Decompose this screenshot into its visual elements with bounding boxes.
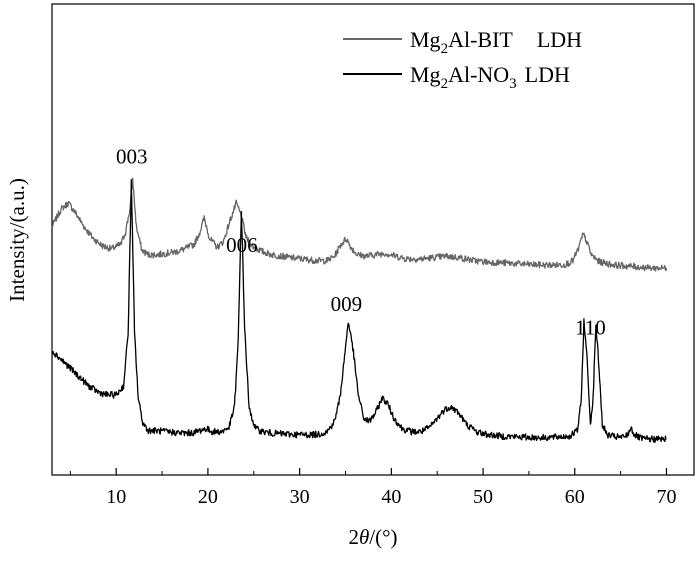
legend: Mg2Al-BIT LDH Mg2Al-NO3 LDH: [343, 27, 582, 92]
y-axis-title: Intensity/(a.u.): [5, 178, 29, 302]
x-axis-tick-labels: 10 20 30 40 50 60 70: [106, 486, 676, 508]
legend-label-series-0: Mg2Al-BIT LDH: [410, 27, 582, 57]
series-line-1: [51, 178, 667, 443]
peak-label-006: 006: [226, 233, 258, 257]
peak-label-009: 009: [331, 292, 363, 316]
peak-label-110: 110: [575, 315, 606, 339]
peak-annotations: 003 006 009 110: [116, 144, 606, 339]
plot-frame: [51, 3, 695, 476]
x-tick-label: 20: [198, 486, 218, 508]
x-tick-label: 40: [381, 486, 401, 508]
x-tick-label: 50: [473, 486, 493, 508]
x-tick-label: 60: [565, 486, 585, 508]
x-tick-label: 10: [106, 486, 126, 508]
series-line-0: [51, 177, 668, 272]
legend-label-series-1: Mg2Al-NO3 LDH: [410, 62, 570, 92]
series-layer: [51, 177, 668, 443]
x-axis-ticks: [69, 468, 668, 475]
x-tick-label: 30: [290, 486, 310, 508]
x-axis-title: 2θ/(°): [348, 525, 397, 549]
x-tick-label: 70: [656, 486, 676, 508]
peak-label-003: 003: [116, 144, 148, 168]
